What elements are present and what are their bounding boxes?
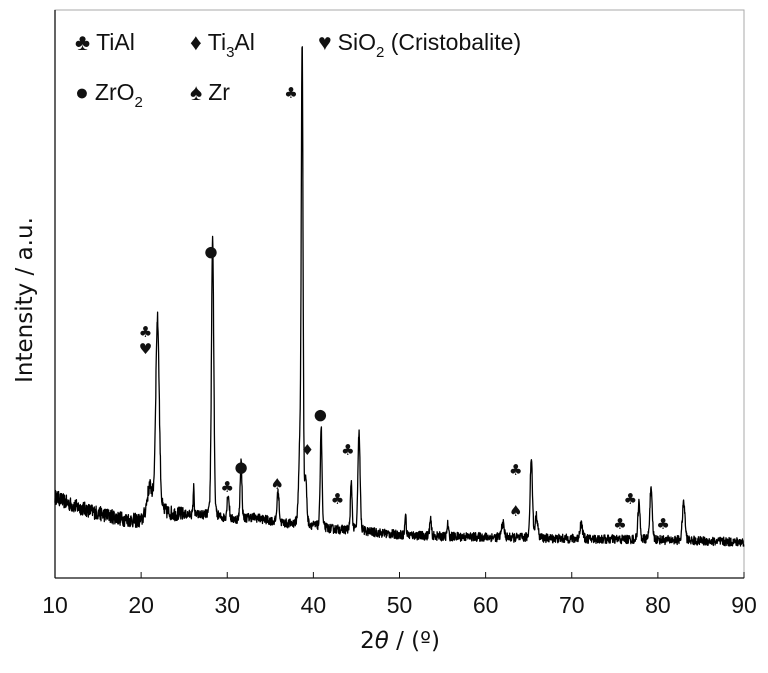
peak-marker-tial: ♣ (509, 461, 522, 479)
peak-marker-tial: ♣ (656, 515, 669, 533)
peak-marker-zro2: ● (204, 242, 217, 260)
x-tick-label: 20 (128, 592, 154, 618)
x-tick-label: 30 (214, 592, 240, 618)
x-tick-label: 70 (559, 592, 585, 618)
peak-marker-ti3al: ♦ (301, 441, 314, 459)
legend-item-tial: ♣ TiAl (75, 29, 135, 55)
peak-marker-zr: ♠ (270, 475, 283, 493)
x-ticks: 10 20 30 40 50 60 70 80 90 (42, 572, 757, 618)
x-tick-label: 40 (301, 592, 327, 618)
peak-marker-tial: ♣ (613, 515, 626, 533)
peak-marker-zro2: ● (234, 458, 247, 476)
peak-marker-zr: ♠ (509, 502, 522, 520)
peak-marker-tial: ♣ (221, 478, 234, 496)
xrd-pattern-line (54, 46, 745, 547)
legend: ♣ TiAl ♦ Ti3Al ♥ SiO2 (Cristobalite) ● ZrO2 … (75, 29, 521, 111)
x-tick-label: 50 (387, 592, 413, 618)
plot-frame (54, 9, 745, 579)
x-axis-title: 2θ / (º) (360, 628, 440, 654)
x-tick-label: 10 (42, 592, 68, 618)
y-axis-title: Intensity / a.u. (12, 217, 38, 383)
peak-marker-tial: ♣ (331, 490, 344, 508)
peak-marker-tial: ♣ (139, 323, 152, 341)
peak-marker-sio2: ♥ (139, 340, 152, 358)
x-tick-label: 80 (645, 592, 671, 618)
legend-item-zro2: ● ZrO2 (75, 79, 143, 111)
peak-marker-zro2: ● (314, 405, 327, 423)
peak-markers: ♣♥●♣♣●♠♦●♣♣♣♠♣♣ ♣ (139, 84, 670, 533)
peak-marker-tial: ♣ (284, 84, 297, 102)
peak-marker-tial: ♣ (624, 490, 637, 508)
legend-item-zr: ♠ Zr (190, 79, 230, 105)
x-tick-label: 60 (473, 592, 499, 618)
x-tick-label: 90 (731, 592, 757, 618)
peak-marker-tial: ♣ (341, 441, 354, 459)
legend-item-ti3al: ♦ Ti3Al (190, 29, 255, 61)
legend-item-sio2: ♥ SiO2 (Cristobalite) (318, 29, 521, 61)
